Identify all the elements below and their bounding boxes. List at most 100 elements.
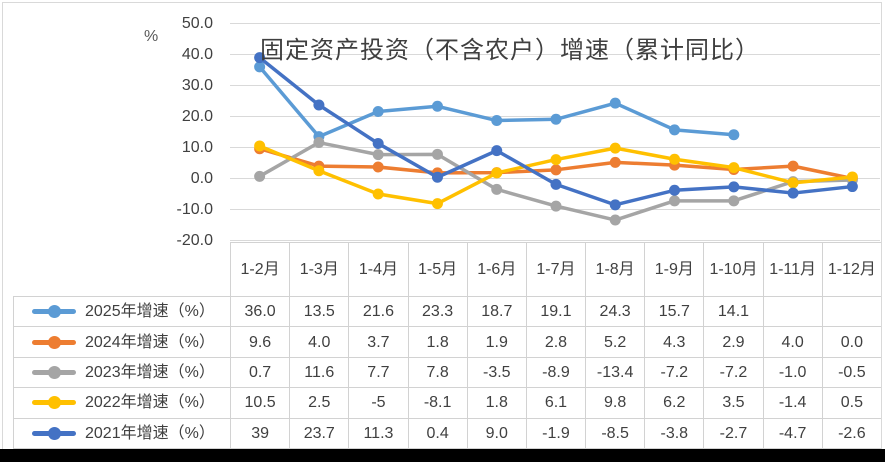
data-point-marker [787, 187, 799, 199]
y-axis-tick-label: 10.0 [181, 138, 213, 156]
value-cell: 10.5 [229, 387, 291, 419]
value-cell: 2.8 [525, 326, 587, 358]
value-cell: 5.2 [585, 326, 646, 358]
value-cell: 23.3 [407, 295, 468, 328]
value-cell: -8.9 [525, 356, 587, 389]
value-cell: -8.5 [585, 417, 646, 449]
data-point-marker [313, 165, 325, 177]
data-point-marker [609, 214, 621, 226]
value-cell: 0.5 [821, 387, 883, 419]
legend-label: 2025年增速（%） [85, 303, 215, 321]
data-point-marker [254, 52, 266, 64]
data-point-marker [491, 145, 503, 157]
value-cell: 13.5 [289, 295, 350, 328]
data-point-marker [669, 195, 681, 207]
data-point-marker [728, 162, 740, 174]
data-point-marker [609, 142, 621, 154]
data-point-marker [669, 153, 681, 165]
data-point-marker [254, 61, 266, 73]
value-cell: 14.1 [703, 295, 764, 328]
table-corner-cell [13, 242, 231, 297]
legend-label: 2024年增速（%） [85, 333, 215, 351]
data-point-marker [431, 148, 443, 160]
value-cell: 11.6 [289, 356, 350, 389]
value-cell: 9.8 [585, 387, 646, 419]
value-cell: -8.1 [407, 387, 468, 419]
data-point-marker [846, 171, 858, 183]
data-point-marker [728, 129, 740, 141]
value-cell: 2.5 [289, 387, 350, 419]
data-point-marker [609, 97, 621, 109]
value-cell: -2.7 [703, 417, 764, 449]
data-point-marker [846, 181, 858, 193]
data-point-marker [254, 170, 266, 182]
value-cell: -0.5 [821, 356, 883, 389]
data-point-marker [609, 156, 621, 168]
legend-line-marker-icon [32, 335, 76, 349]
table-row: 2021年增速（%） 39 23.7 11.3 0.4 9.0 -1.9 -8.5 -3.8 -2… [13, 417, 883, 449]
value-cell: -1.0 [762, 356, 823, 389]
legend-label: 2021年增速（%） [85, 424, 215, 442]
value-cell: -4.7 [762, 417, 823, 449]
value-cell: 7.8 [407, 356, 468, 389]
value-cell: 1.9 [466, 326, 527, 358]
value-cell: 6.2 [644, 387, 705, 419]
value-cell: -7.2 [703, 356, 764, 389]
data-point-marker [669, 184, 681, 196]
value-cell: 9.6 [229, 326, 291, 358]
data-point-marker [669, 124, 681, 136]
legend-cell: 2025年增速（%） [13, 295, 231, 328]
y-axis-tick-label: -10.0 [176, 200, 213, 218]
value-cell: 15.7 [644, 295, 705, 328]
value-cell: -1.4 [762, 387, 823, 419]
data-point-marker [728, 195, 740, 207]
data-point-marker [372, 188, 384, 200]
table-row: 2023年增速（%） 0.7 11.6 7.7 7.8 -3.5 -8.9 -13.4 -7.2… [13, 356, 883, 389]
value-cell: 36.0 [229, 295, 291, 328]
data-point-marker [787, 160, 799, 172]
value-cell: -1.9 [525, 417, 587, 449]
series-line [257, 65, 736, 139]
table-header-row: 1-2月 1-3月 1-4月 1-5月 1-6月 1-7月 1-8月 1-9月 1-10月 1-1… [13, 242, 883, 297]
value-cell: 2.9 [703, 326, 764, 358]
data-point-marker [787, 177, 799, 189]
y-axis-tick-label: 20.0 [181, 107, 213, 125]
month-header: 1-4月 [348, 242, 409, 297]
data-point-marker [372, 161, 384, 173]
value-cell: 3.5 [703, 387, 764, 419]
series-2025年增速（%） [254, 61, 740, 143]
data-point-marker [491, 183, 503, 195]
data-point-marker [431, 100, 443, 112]
month-header: 1-6月 [466, 242, 527, 297]
y-axis-tick-label: 50.0 [181, 14, 213, 32]
data-point-marker [491, 115, 503, 127]
table-row: 2025年增速（%） 36.0 13.5 21.6 23.3 18.7 19.1 24.3 15… [13, 295, 883, 328]
legend-cell: 2021年增速（%） [13, 417, 231, 449]
value-cell: 4.0 [289, 326, 350, 358]
data-point-marker [313, 137, 325, 149]
table-row: 2022年增速（%） 10.5 2.5 -5 -8.1 1.8 6.1 9.8 6.2 3.5 -1… [13, 387, 883, 419]
chart-data-table: 1-2月 1-3月 1-4月 1-5月 1-6月 1-7月 1-8月 1-9月 1-10月 1-1… [13, 242, 883, 449]
value-cell [821, 295, 883, 328]
legend-label: 2023年增速（%） [85, 363, 215, 381]
value-cell [762, 295, 823, 328]
data-point-marker [372, 149, 384, 161]
legend-line-marker-icon [32, 396, 76, 410]
month-header: 1-2月 [229, 242, 291, 297]
value-cell: 9.0 [466, 417, 527, 449]
line-chart-plot [230, 23, 880, 241]
data-point-marker [550, 164, 562, 176]
value-cell: -13.4 [585, 356, 646, 389]
value-cell: 0.4 [407, 417, 468, 449]
legend-line-marker-icon [32, 365, 76, 379]
value-cell: 1.8 [407, 326, 468, 358]
series-2022年增速（%） [254, 140, 858, 210]
value-cell: -5 [348, 387, 409, 419]
data-point-marker [550, 200, 562, 212]
legend-line-marker-icon [32, 426, 76, 440]
legend-cell: 2024年增速（%） [13, 326, 231, 358]
month-header: 1-9月 [644, 242, 705, 297]
month-header: 1-7月 [525, 242, 587, 297]
data-point-marker [491, 167, 503, 179]
